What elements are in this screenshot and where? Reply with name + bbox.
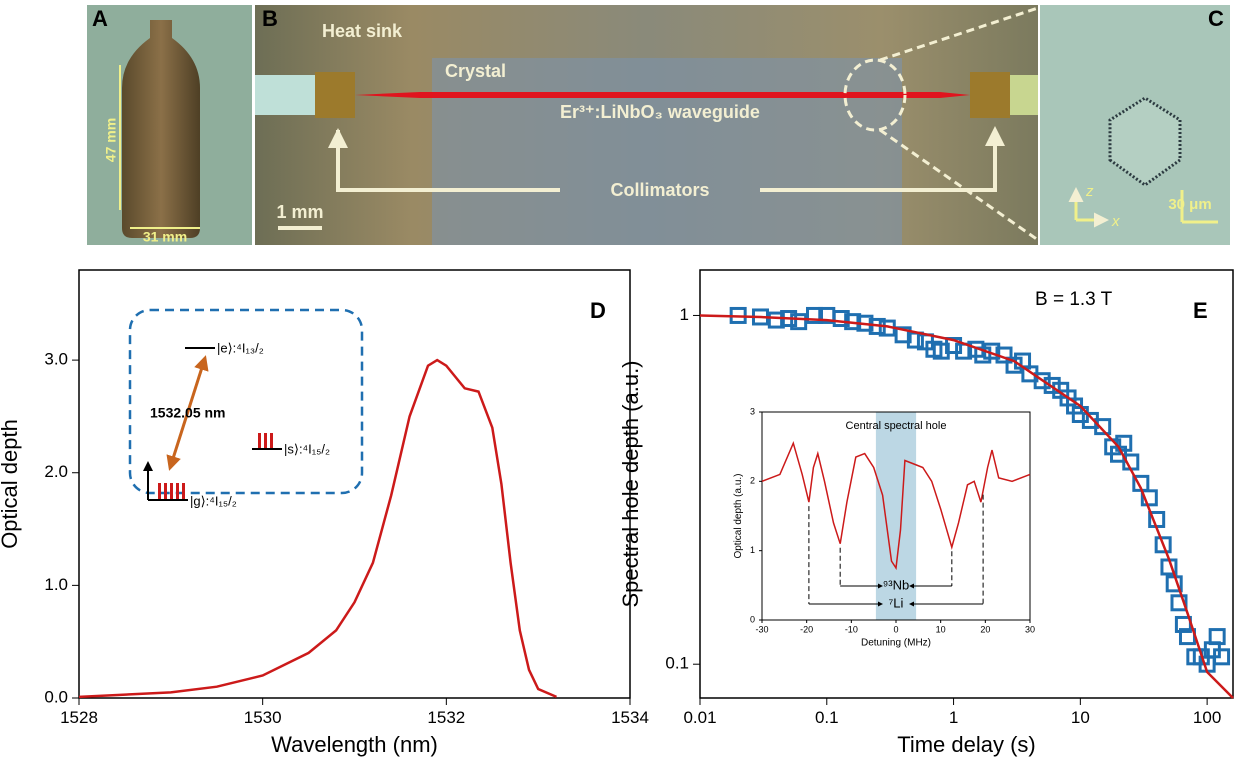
x-tick-label: 1534 bbox=[611, 708, 649, 727]
beam bbox=[355, 92, 970, 98]
scale-label: 30 μm bbox=[1168, 196, 1211, 213]
point bbox=[767, 311, 785, 329]
photo-label: Heat sink bbox=[322, 21, 403, 41]
level-label: |s⟩:⁴I₁₅/₂ bbox=[284, 441, 330, 456]
point bbox=[1094, 418, 1112, 436]
line bbox=[699, 314, 1234, 699]
x-tick-label: 1 bbox=[949, 708, 958, 727]
y-tick-label: 0.1 bbox=[665, 654, 689, 673]
y-axis-label: Optical depth bbox=[0, 419, 22, 549]
zoom-ring bbox=[843, 58, 907, 132]
point bbox=[894, 326, 912, 344]
photo-label: Collimators bbox=[610, 180, 709, 200]
x-tick-label: -10 bbox=[845, 625, 858, 635]
point bbox=[790, 313, 808, 331]
panel-label: A bbox=[92, 6, 108, 31]
bottle bbox=[122, 20, 200, 238]
point bbox=[1170, 594, 1188, 612]
fiber bbox=[1010, 75, 1038, 115]
panel-label: E bbox=[1193, 298, 1208, 323]
arrow bbox=[328, 128, 560, 192]
photo-label: Er³⁺:LiNbO₃ waveguide bbox=[560, 102, 760, 122]
marker-label: ⁷Li bbox=[889, 595, 904, 610]
scale-bar bbox=[1180, 190, 1218, 224]
x-tick-label: 0 bbox=[893, 625, 898, 635]
y-axis-label: Spectral hole depth (a.u.) bbox=[618, 360, 643, 607]
x-tick-label: 30 bbox=[1025, 625, 1035, 635]
crystal bbox=[432, 58, 902, 245]
inset-frame bbox=[128, 308, 364, 495]
axis-label: z bbox=[1085, 183, 1094, 200]
x-axis-label: Wavelength (nm) bbox=[271, 732, 438, 757]
x-tick-label: 1528 bbox=[60, 708, 98, 727]
point bbox=[1140, 489, 1158, 507]
x-tick-label: 0.1 bbox=[815, 708, 839, 727]
x-axis-label: Detuning (MHz) bbox=[861, 638, 931, 649]
x-tick-label: 0.01 bbox=[683, 708, 716, 727]
x-tick-label: 1530 bbox=[244, 708, 282, 727]
transition-arrow bbox=[166, 355, 209, 471]
annotation: B = 1.3 T bbox=[1035, 289, 1113, 310]
marker-label: ⁹³Nb bbox=[883, 577, 910, 592]
x-tick-label: 100 bbox=[1193, 708, 1221, 727]
point bbox=[974, 346, 992, 364]
waveguide-section bbox=[1108, 96, 1182, 187]
y-tick-label: 3 bbox=[750, 406, 755, 416]
collimator bbox=[315, 72, 355, 118]
level-label: |e⟩:⁴I₁₃/₂ bbox=[217, 340, 264, 355]
y-tick-label: 0.0 bbox=[44, 687, 68, 706]
plot-frame bbox=[699, 269, 1234, 699]
y-tick-label: 1 bbox=[750, 545, 755, 555]
sublevels bbox=[158, 433, 273, 499]
point bbox=[1208, 628, 1226, 646]
point bbox=[1033, 372, 1051, 390]
panel-label: B bbox=[262, 6, 278, 31]
photo-label: Crystal bbox=[445, 61, 506, 81]
plot-frame bbox=[78, 269, 631, 699]
point bbox=[1213, 648, 1231, 666]
panel-label: C bbox=[1208, 6, 1224, 31]
x-tick-label: 10 bbox=[936, 625, 946, 635]
line bbox=[761, 440, 1031, 571]
transition-label: 1532.05 nm bbox=[150, 405, 226, 421]
y-tick-label: 2.0 bbox=[44, 462, 68, 481]
y-axis-label: Optical depth (a.u.) bbox=[733, 473, 744, 558]
point bbox=[1154, 536, 1172, 554]
x-axis-label: Time delay (s) bbox=[897, 732, 1036, 757]
y-tick-label: 0 bbox=[750, 614, 755, 624]
point bbox=[805, 306, 823, 324]
scale-label: 1 mm bbox=[276, 202, 323, 222]
y-tick-label: 1 bbox=[680, 305, 689, 324]
x-tick-label: 10 bbox=[1071, 708, 1090, 727]
dim-label: 31 mm bbox=[143, 229, 187, 245]
fiber bbox=[255, 75, 315, 115]
point bbox=[832, 310, 850, 328]
panel-label: D bbox=[590, 298, 606, 323]
collimator bbox=[970, 72, 1010, 118]
x-tick-label: -30 bbox=[755, 625, 768, 635]
dim-label: 47 mm bbox=[103, 118, 119, 162]
y-tick-label: 1.0 bbox=[44, 575, 68, 594]
x-tick-label: 1532 bbox=[427, 708, 465, 727]
x-tick-label: 20 bbox=[980, 625, 990, 635]
axis-label: x bbox=[1111, 213, 1120, 230]
x-tick-label: -20 bbox=[800, 625, 813, 635]
y-tick-label: 2 bbox=[750, 476, 755, 486]
level-label: |g⟩:⁴I₁₅/₂ bbox=[190, 493, 237, 508]
inset-title: Central spectral hole bbox=[846, 420, 947, 432]
y-tick-label: 3.0 bbox=[44, 350, 68, 369]
zoom-line bbox=[879, 6, 1039, 242]
line bbox=[78, 358, 557, 699]
